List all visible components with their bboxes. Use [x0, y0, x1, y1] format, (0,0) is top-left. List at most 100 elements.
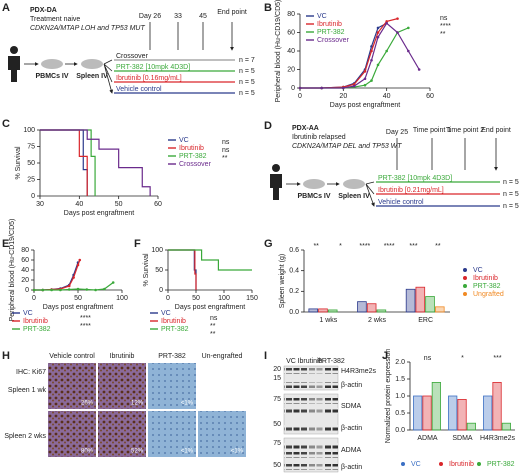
protein: β-actin [341, 382, 362, 389]
point [72, 276, 75, 279]
y-tick-label: 0.0 [395, 427, 405, 434]
arrow [103, 59, 112, 93]
point [396, 17, 399, 20]
arm-n: n = 5 [239, 79, 255, 86]
y-axis-title: Normalized protein expression [385, 349, 392, 444]
person-icon [272, 164, 280, 172]
band-row [284, 425, 338, 431]
legend-label: Ibrutinib [23, 318, 48, 325]
point [396, 31, 399, 34]
y-tick-label: 20 [287, 66, 295, 73]
panel-letter: D [264, 120, 272, 132]
bar [425, 296, 435, 313]
bar [501, 422, 511, 431]
arm-label: PRT-382 [10mpk 4D3D] [378, 175, 452, 182]
y-axis-title: % Survival [143, 253, 150, 287]
x-tick-label: 50 [192, 295, 200, 302]
point [407, 26, 410, 30]
ihc-image [48, 411, 96, 457]
arm-label: Vehicle control [116, 86, 162, 93]
timepoint: Day 25 [386, 129, 408, 136]
legend-swatch [463, 268, 467, 272]
bar [448, 395, 458, 431]
protein: ADMA [341, 447, 362, 454]
y-axis-title: Peripheral blood (Hu-CD19/CD5) [9, 219, 16, 322]
point [376, 26, 380, 30]
protein: SDMA [341, 403, 362, 410]
x-tick-label: 40 [75, 201, 83, 208]
point [370, 49, 373, 53]
column-label: Vehicle control [49, 353, 95, 360]
series-line [168, 249, 197, 290]
bar [327, 309, 338, 313]
significance: ns [222, 139, 230, 146]
bar [431, 381, 441, 431]
series-line [40, 129, 88, 196]
percent: 80% [81, 449, 94, 455]
y-tick-label: 20 [21, 277, 29, 284]
point [352, 84, 356, 88]
y-tick-label: 0.6 [289, 247, 299, 254]
percent: 52% [131, 449, 144, 455]
arm-label: PRT-382 [10mpk 4D3D] [116, 64, 190, 71]
series-line [168, 249, 252, 271]
point [320, 86, 323, 90]
protein: β-actin [341, 425, 362, 432]
legend-label: VC [317, 13, 327, 20]
arrow [365, 181, 374, 206]
person-icon [270, 174, 282, 200]
protein: β-actin [341, 464, 362, 471]
y-tick-label: 0.2 [289, 288, 299, 295]
significance: ** [435, 243, 441, 250]
point [376, 63, 380, 67]
bar [308, 308, 319, 313]
ihc-image [98, 363, 146, 409]
y-tick-label: 40 [21, 267, 29, 274]
series-line [34, 262, 79, 291]
legend-label: VC [161, 310, 171, 317]
y-tick-label: 50 [27, 160, 35, 167]
mouse-icon [343, 179, 365, 189]
timepoint: Day 26 [139, 13, 161, 20]
x-axis-title: Days post engraftment [330, 102, 400, 109]
bar [492, 381, 502, 431]
point [67, 288, 71, 291]
significance: ** [210, 331, 216, 338]
x-tick-label: 20 [339, 93, 347, 100]
percent: 12% [131, 401, 144, 407]
significance: ** [210, 323, 216, 330]
mouse-icon [41, 59, 63, 69]
step: PBMCs IV [35, 73, 68, 80]
percent: <1% [231, 449, 244, 455]
legend-label: VC [23, 310, 33, 317]
arm-n: n = 5 [239, 68, 255, 75]
significance: ** [440, 31, 446, 38]
arm-label: Crossover [116, 53, 149, 60]
x-tick-label: 50 [74, 295, 82, 302]
y-tick-label: 80 [287, 11, 295, 18]
band-row [284, 368, 338, 374]
point [376, 31, 380, 34]
legend-label: VC [179, 137, 189, 144]
panel-letter: B [264, 2, 272, 14]
step: Spleen IV [338, 193, 370, 200]
significance: * [339, 243, 342, 250]
genetics: CDKN2A/MTAP DEL and TP53 WT [292, 143, 402, 150]
x-axis-title: Days post engraftment [64, 210, 134, 217]
genetics: CDKN2A/MTAP LOH and TP53 MUT [30, 25, 145, 32]
significance: ns [440, 15, 448, 22]
x-tick-label: 150 [246, 295, 258, 302]
mouse-icon [81, 59, 103, 69]
panel-letter: A [2, 2, 10, 14]
legend-label: Ungrafted [473, 291, 504, 298]
timepoint: End point [481, 127, 511, 134]
arm-n: n = 5 [239, 90, 255, 97]
timepoint: Time point 2 [446, 127, 484, 134]
arm-label: Vehicle control [378, 199, 424, 206]
y-tick-label: 1.0 [395, 393, 405, 400]
y-tick-label: 60 [21, 257, 29, 264]
y-tick-label: 25 [27, 176, 35, 183]
legend-swatch [463, 292, 467, 296]
y-tick-label: 2.0 [395, 359, 405, 366]
